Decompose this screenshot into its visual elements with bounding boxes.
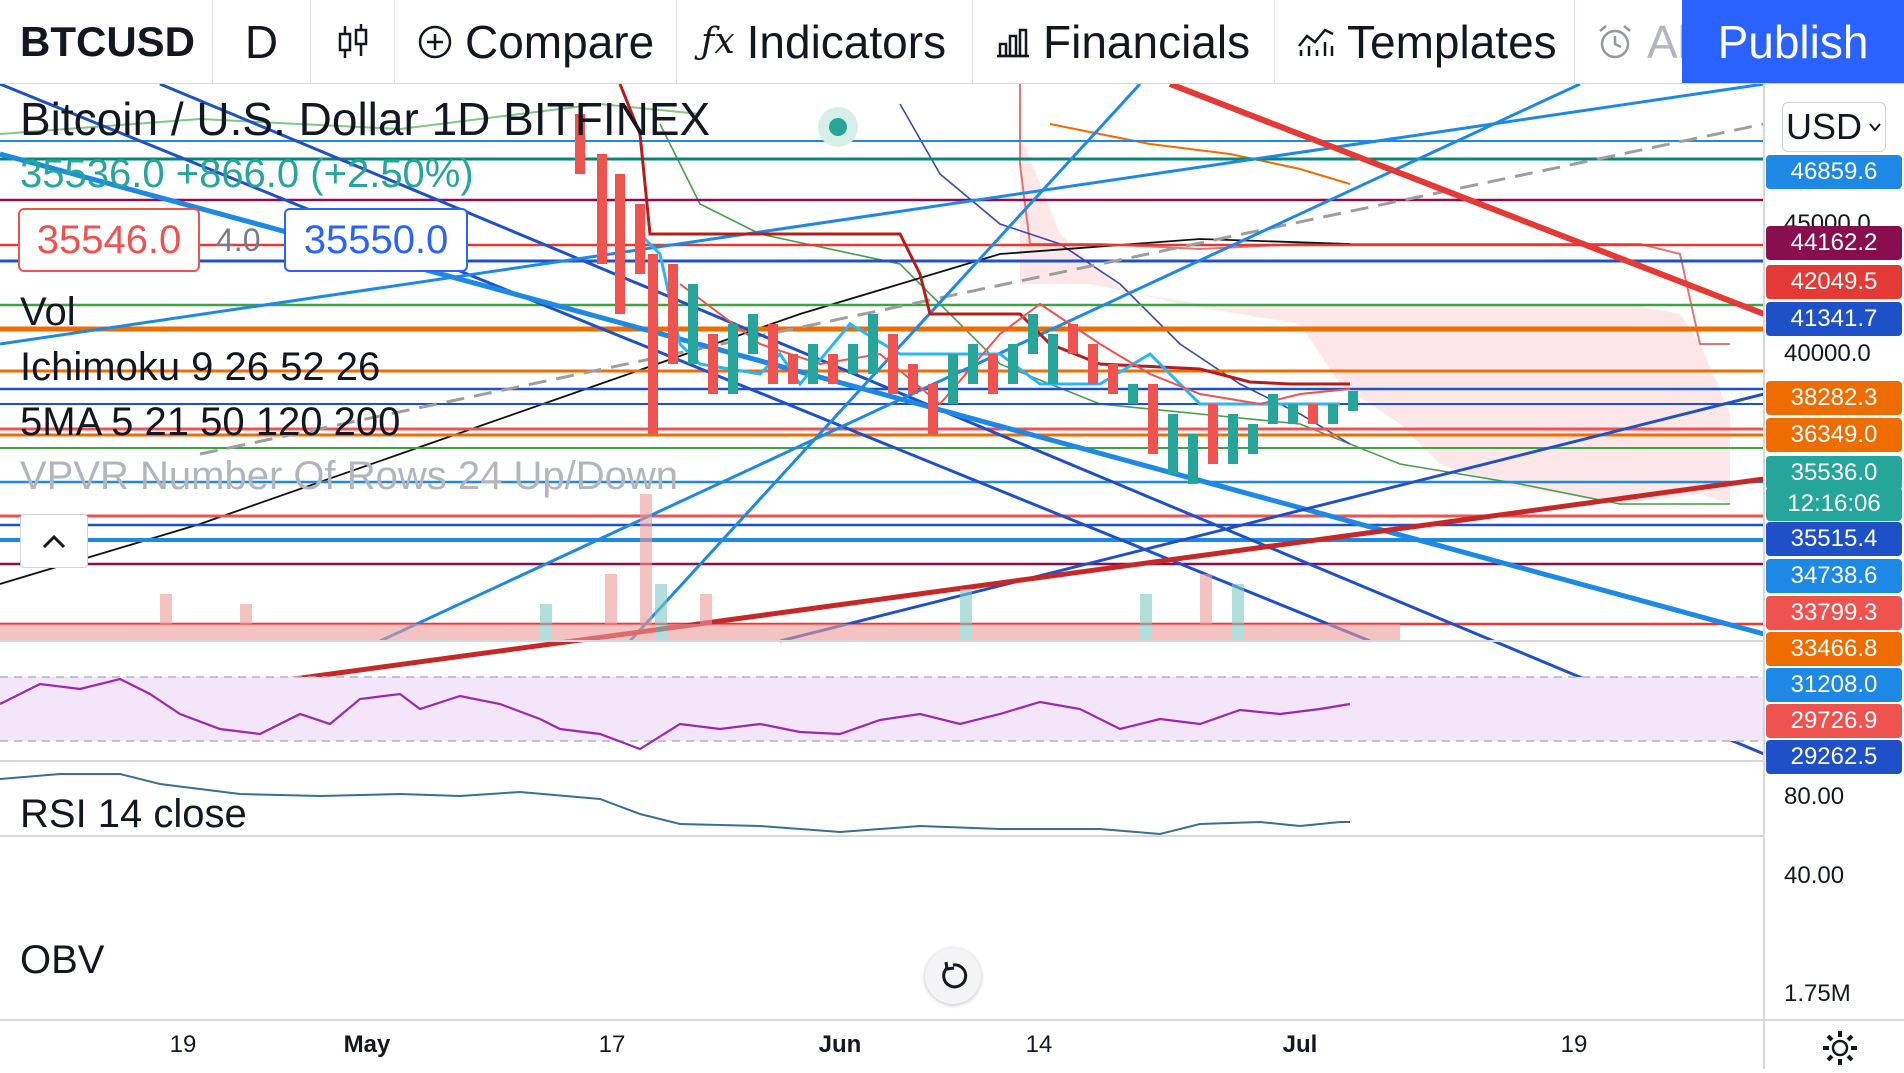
compare-button[interactable]: Compare [395,0,677,83]
indicator-ichimoku-label[interactable]: Ichimoku 9 26 52 26 [20,345,381,389]
price-tick: 40000.0 [1784,340,1871,367]
last-price-tag: 35536.0 [1766,456,1902,490]
obv-tick: 1.75M [1784,980,1851,1007]
price-level-tag: 33466.8 [1766,632,1902,666]
settings-button[interactable] [1820,1028,1860,1068]
compare-label: Compare [465,15,655,68]
alert-label: Al [1647,15,1688,68]
time-tick: 19 [1560,1031,1588,1058]
price-level-tag: 35515.4 [1766,522,1902,556]
bar-chart-icon [995,26,1031,58]
rsi-tick: 80.00 [1784,783,1845,810]
reset-icon [942,961,968,989]
publish-button[interactable]: Publish [1682,0,1904,83]
alert-button[interactable]: Al [1575,0,1705,83]
spread-value: 4.0 [216,222,261,258]
price-level-tag: 46859.6 [1766,155,1902,189]
price-level-tag: 34738.6 [1766,559,1902,593]
symbol-search-button[interactable]: BTCUSD [0,0,213,83]
indicator-volume-label[interactable]: Vol [20,290,76,334]
series-change: 35536.0 +866.0 (+2.50%) [20,152,474,196]
obv-pane-label[interactable]: OBV [20,938,105,982]
time-tick: 19 [169,1031,197,1058]
series-title: Bitcoin / U.S. Dollar 1D BITFINEX [20,93,711,145]
gear-icon [1823,1031,1857,1065]
market-status-icon [818,107,858,147]
price-level-tag: 36349.0 [1766,418,1902,452]
time-tick: 14 [1025,1031,1053,1058]
price-level-tag: 41341.7 [1766,302,1902,336]
interval-button[interactable]: D [213,0,311,83]
price-level-tag: 31208.0 [1766,668,1902,702]
templates-icon [1297,26,1335,58]
chart-style-button[interactable] [311,0,395,83]
publish-label: Publish [1717,16,1869,68]
time-tick: 17 [598,1031,626,1058]
time-tick: Jun [818,1031,862,1058]
price-level-tag: 33799.3 [1766,596,1902,630]
indicator-vpvr-label[interactable]: VPVR Number Of Rows 24 Up/Down [20,454,679,498]
indicators-label: Indicators [746,15,947,68]
currency-label: USD [1785,106,1862,147]
buy-price: 35550.0 [303,217,449,262]
rsi-tick: 40.00 [1784,862,1845,889]
symbol-label: BTCUSD [20,17,195,65]
indicators-button[interactable]: ƒx Indicators [677,0,973,83]
top-toolbar: BTCUSD D Compare ƒx Indicators Financial… [0,0,1904,84]
indicator-ma-label[interactable]: 5MA 5 21 50 120 200 [20,400,401,444]
financials-label: Financials [1043,15,1251,68]
countdown-tag: 12:16:06 [1766,487,1902,521]
currency-select[interactable]: USD [1782,102,1886,152]
alarm-clock-icon [1595,22,1635,62]
collapse-legend-button[interactable] [20,514,88,568]
price-level-tag: 38282.3 [1766,381,1902,415]
price-level-tag: 42049.5 [1766,265,1902,299]
financials-button[interactable]: Financials [973,0,1275,83]
interval-label: D [244,15,279,68]
templates-label: Templates [1347,15,1557,68]
sell-button[interactable]: 35546.0 [18,208,200,272]
reset-chart-button[interactable] [925,948,981,1004]
time-tick: Jul [1282,1031,1318,1058]
chevron-down-icon [1869,123,1881,132]
chevron-up-icon [42,534,66,549]
rsi-pane-label[interactable]: RSI 14 close [20,792,247,836]
fx-icon: ƒx [701,21,735,62]
buy-button[interactable]: 35550.0 [284,208,468,272]
time-tick: May [343,1031,391,1058]
price-level-tag: 44162.2 [1766,226,1902,260]
plus-circle-icon [417,24,453,60]
chart-legend: Bitcoin / U.S. Dollar 1D BITFINEX 35536.… [0,84,1764,784]
sell-price: 35546.0 [36,217,182,262]
templates-button[interactable]: Templates [1275,0,1575,83]
price-level-tag: 29726.9 [1766,704,1902,738]
candles-icon [336,22,370,62]
price-level-tag: 29262.5 [1766,740,1902,774]
